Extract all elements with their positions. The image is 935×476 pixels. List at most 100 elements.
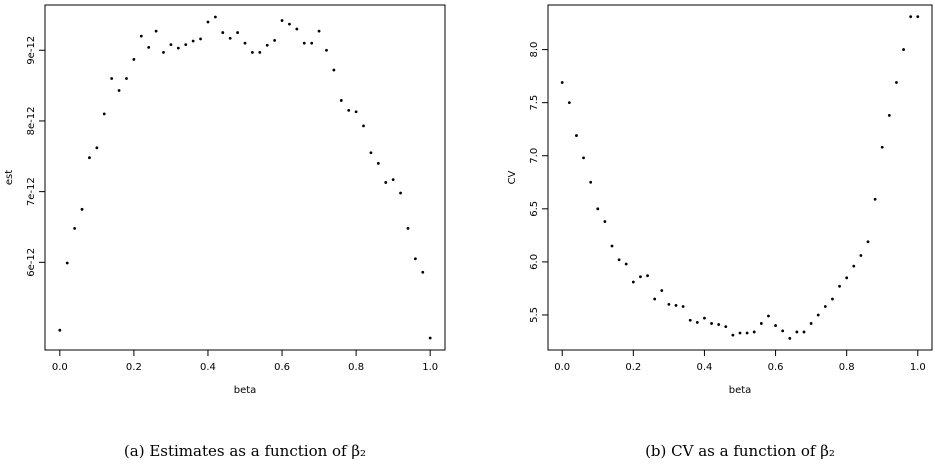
y-tick-label: 7e-12 [26,177,37,206]
point [703,316,706,320]
point [139,34,143,38]
x-axis-label: beta [729,385,752,396]
point [681,305,685,308]
point [916,15,920,19]
y-tick-label: 8e-12 [26,107,37,136]
point [738,331,742,335]
point [302,41,306,45]
point [295,27,299,31]
point [310,41,314,45]
point [221,31,225,34]
point [653,297,657,301]
point [688,318,692,322]
point [399,191,402,195]
point [117,89,121,92]
point [332,68,336,72]
plot-box [547,4,933,351]
point [710,322,713,325]
point [184,43,188,46]
point [575,134,578,137]
point [58,328,62,332]
point [206,20,210,24]
point [258,50,262,54]
point [795,330,799,334]
point [95,146,99,150]
point [243,41,247,45]
point [809,322,813,325]
point [631,280,635,284]
point [774,324,777,327]
point [88,156,91,160]
x-tick-label: 1.0 [910,362,926,373]
point [731,333,735,337]
x-tick-label: 0.8 [348,362,364,373]
x-tick-label: 0.0 [554,362,570,373]
x-tick-label: 0.4 [696,362,712,373]
point [902,48,905,51]
point [228,36,232,40]
point [745,331,749,335]
point [724,325,728,329]
y-tick-label: 9e-12 [26,36,37,65]
point [767,314,770,318]
point [852,264,856,268]
point [288,22,291,26]
point [428,336,432,340]
y-tick-label: 6.5 [529,201,540,217]
point [582,156,585,160]
point [567,101,571,105]
point [169,43,173,46]
caption: (a) Estimates as a function of β₂ [124,442,366,460]
point [831,297,834,301]
y-tick-label: 6.0 [529,254,540,270]
point [102,112,106,116]
point [273,38,277,42]
point [384,181,388,184]
point [73,227,77,230]
point [781,329,785,333]
point [213,15,217,19]
point [873,197,877,201]
x-tick-label: 0.6 [274,362,290,373]
point [880,145,884,149]
x-tick-label: 0.8 [839,362,855,373]
point [695,321,699,324]
point [610,244,614,248]
point [325,48,328,52]
point [859,254,863,257]
point [265,43,269,47]
y-tick-label: 8.0 [529,42,540,58]
point [802,330,806,334]
point [909,15,913,19]
point [339,99,343,102]
point [132,58,136,61]
point [717,323,721,326]
point [596,207,600,211]
caption: (b) CV as a function of β₂ [645,442,835,460]
point [667,302,671,306]
point [347,108,351,112]
x-tick-label: 0.6 [768,362,784,373]
point [895,81,898,84]
point [816,313,820,317]
point [199,37,202,41]
point [162,50,165,54]
point [603,220,607,223]
point [369,151,373,155]
point [65,261,69,265]
point [413,257,417,261]
x-tick-label: 0.2 [126,362,142,373]
point [251,50,254,54]
point [674,304,678,307]
point [752,330,756,334]
point [147,46,151,49]
point [317,29,321,33]
y-axis-label: CV [507,170,518,184]
y-tick-label: 5.5 [529,307,540,323]
point [421,270,425,274]
x-tick-label: 0.4 [200,362,216,373]
x-tick-label: 0.2 [625,362,641,373]
point [845,276,849,280]
point [646,274,649,278]
